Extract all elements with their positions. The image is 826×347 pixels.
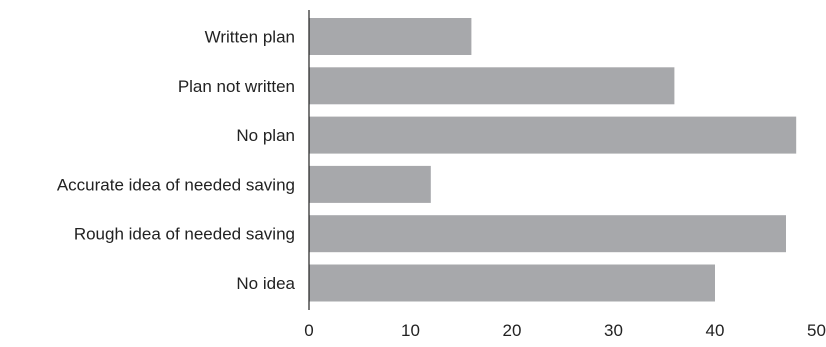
bar-5 <box>309 264 715 302</box>
category-label: Plan not written <box>178 77 295 96</box>
category-label: Written plan <box>205 28 295 47</box>
x-tick-labels: 0 10 20 30 40 50 <box>304 321 826 340</box>
bars-group <box>309 18 797 302</box>
x-tick-label: 50 <box>807 321 826 340</box>
bar-2 <box>309 116 797 154</box>
x-tick-label: 40 <box>706 321 725 340</box>
x-tick-label: 10 <box>401 321 420 340</box>
bar-3 <box>309 165 431 203</box>
bar-0 <box>309 18 472 55</box>
x-tick-label: 0 <box>304 321 313 340</box>
bar-4 <box>309 215 786 253</box>
bar-1 <box>309 67 675 105</box>
x-tick-label: 20 <box>503 321 522 340</box>
category-label: No plan <box>236 126 295 145</box>
category-label: Rough idea of needed saving <box>74 225 295 244</box>
category-label: No idea <box>236 274 295 293</box>
x-tick-label: 30 <box>604 321 623 340</box>
category-label: Accurate idea of needed saving <box>57 175 295 194</box>
category-labels: Written plan Plan not written No plan Accur… <box>57 28 296 294</box>
